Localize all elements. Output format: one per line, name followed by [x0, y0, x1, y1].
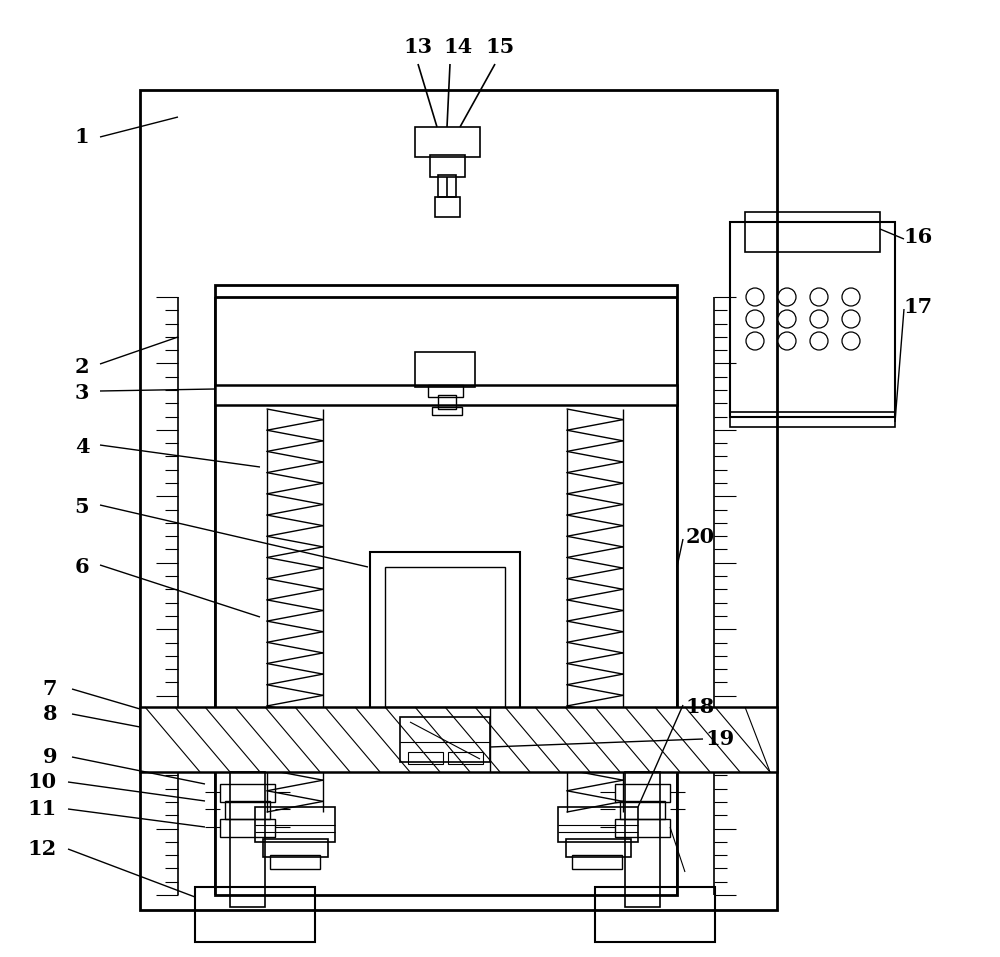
Bar — [215, 285, 677, 895]
Circle shape — [842, 310, 860, 328]
Bar — [215, 385, 677, 405]
Bar — [220, 819, 275, 837]
Bar — [435, 197, 460, 217]
Bar — [270, 855, 320, 869]
Circle shape — [810, 332, 828, 350]
Text: 20: 20 — [685, 527, 715, 547]
Text: 16: 16 — [903, 227, 933, 247]
Bar — [140, 707, 777, 772]
Bar — [140, 90, 777, 910]
Bar — [432, 407, 462, 415]
Bar — [745, 212, 880, 252]
Text: 14: 14 — [443, 37, 473, 57]
Text: 11: 11 — [27, 799, 57, 819]
Circle shape — [778, 332, 796, 350]
Bar — [195, 887, 315, 942]
Bar — [230, 772, 265, 907]
Bar — [385, 567, 505, 707]
Bar — [572, 855, 622, 869]
Circle shape — [746, 310, 764, 328]
Bar — [448, 752, 483, 764]
Circle shape — [746, 332, 764, 350]
Bar — [220, 784, 275, 802]
Text: 7: 7 — [43, 679, 57, 699]
Bar — [408, 752, 443, 764]
Text: 1: 1 — [75, 127, 89, 147]
Bar — [625, 772, 660, 907]
Text: 13: 13 — [403, 37, 433, 57]
Bar — [615, 819, 670, 837]
Bar — [415, 127, 480, 157]
Bar — [438, 175, 456, 197]
Bar — [415, 352, 475, 387]
Circle shape — [842, 288, 860, 306]
Circle shape — [810, 288, 828, 306]
Bar — [730, 222, 895, 417]
Text: 19: 19 — [705, 729, 735, 749]
Bar — [595, 887, 715, 942]
Bar — [400, 717, 490, 762]
Bar — [225, 801, 270, 819]
Text: 8: 8 — [43, 704, 57, 724]
Bar — [566, 839, 631, 857]
Text: 18: 18 — [685, 697, 715, 717]
Text: 3: 3 — [75, 383, 89, 403]
Circle shape — [810, 310, 828, 328]
Circle shape — [746, 288, 764, 306]
Bar — [730, 412, 895, 427]
Bar — [430, 155, 465, 177]
Text: 2: 2 — [75, 357, 89, 377]
Bar — [615, 784, 670, 802]
Bar — [255, 807, 335, 842]
Text: 15: 15 — [485, 37, 515, 57]
Text: 6: 6 — [75, 557, 89, 577]
Text: 5: 5 — [75, 497, 89, 517]
Bar — [370, 552, 520, 722]
Text: 4: 4 — [75, 437, 89, 457]
Bar — [620, 801, 665, 819]
Circle shape — [842, 332, 860, 350]
Text: 17: 17 — [903, 297, 933, 317]
Circle shape — [778, 310, 796, 328]
Bar — [428, 385, 463, 397]
Bar — [263, 839, 328, 857]
Text: 9: 9 — [43, 747, 57, 767]
Text: 10: 10 — [27, 772, 57, 792]
Circle shape — [778, 288, 796, 306]
Text: 12: 12 — [27, 839, 57, 859]
Bar — [558, 807, 638, 842]
Bar — [438, 395, 456, 409]
